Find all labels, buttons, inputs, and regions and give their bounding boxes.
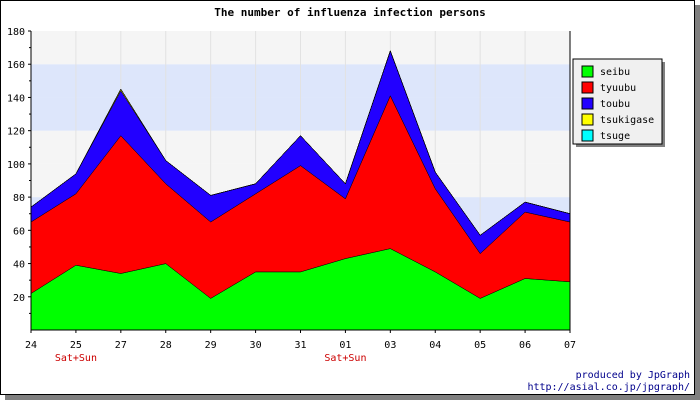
x-tick-label: 01 <box>339 340 351 351</box>
x-tick-label: 07 <box>564 340 576 351</box>
y-tick-label: 100 <box>7 160 25 171</box>
weekend-label: Sat+Sun <box>324 353 366 364</box>
x-tick-label: 30 <box>250 340 262 351</box>
legend-label-tyuubu: tyuubu <box>600 83 636 94</box>
legend-swatch-tsuge <box>581 129 594 142</box>
x-tick-label: 24 <box>25 340 37 351</box>
legend-swatch-seibu <box>581 65 594 78</box>
legend-swatch-toubu <box>581 97 594 110</box>
credit-line-1: produced by JpGraph <box>576 370 690 381</box>
y-tick-label: 120 <box>7 127 25 138</box>
axes: 20 40 60 80 100 120 140 160 180 24 25 27 28 29 30 31 01 0… <box>7 27 576 364</box>
legend-label-seibu: seibu <box>600 67 630 78</box>
chart-title: The number of influenza infection person… <box>214 6 486 19</box>
legend-label-toubu: toubu <box>600 99 630 110</box>
y-tick-label: 180 <box>7 27 25 38</box>
x-tick-label: 29 <box>205 340 217 351</box>
legend-swatch-tyuubu <box>581 81 594 94</box>
weekend-label: Sat+Sun <box>55 353 97 364</box>
x-tick-label: 31 <box>294 340 306 351</box>
y-tick-label: 20 <box>13 293 25 304</box>
x-tick-label: 05 <box>474 340 486 351</box>
credit-line-2: http://asial.co.jp/jpgraph/ <box>527 382 690 393</box>
legend: seibu tyuubu toubu tsukigase tsuge <box>572 58 665 147</box>
x-tick-label: 28 <box>160 340 172 351</box>
x-tick-label: 27 <box>115 340 127 351</box>
x-tick-label: 03 <box>384 340 396 351</box>
y-tick-label: 140 <box>7 93 25 104</box>
legend-label-tsuge: tsuge <box>600 131 630 142</box>
legend-label-tsukigase: tsukigase <box>600 115 654 126</box>
y-tick-label: 60 <box>13 226 25 237</box>
x-tick-label: 06 <box>519 340 531 351</box>
y-tick-label: 80 <box>13 193 25 204</box>
y-tick-label: 40 <box>13 260 25 271</box>
x-tick-label: 25 <box>70 340 82 351</box>
x-tick-label: 04 <box>429 340 441 351</box>
y-tick-label: 160 <box>7 60 25 71</box>
legend-swatch-tsukigase <box>581 113 594 126</box>
